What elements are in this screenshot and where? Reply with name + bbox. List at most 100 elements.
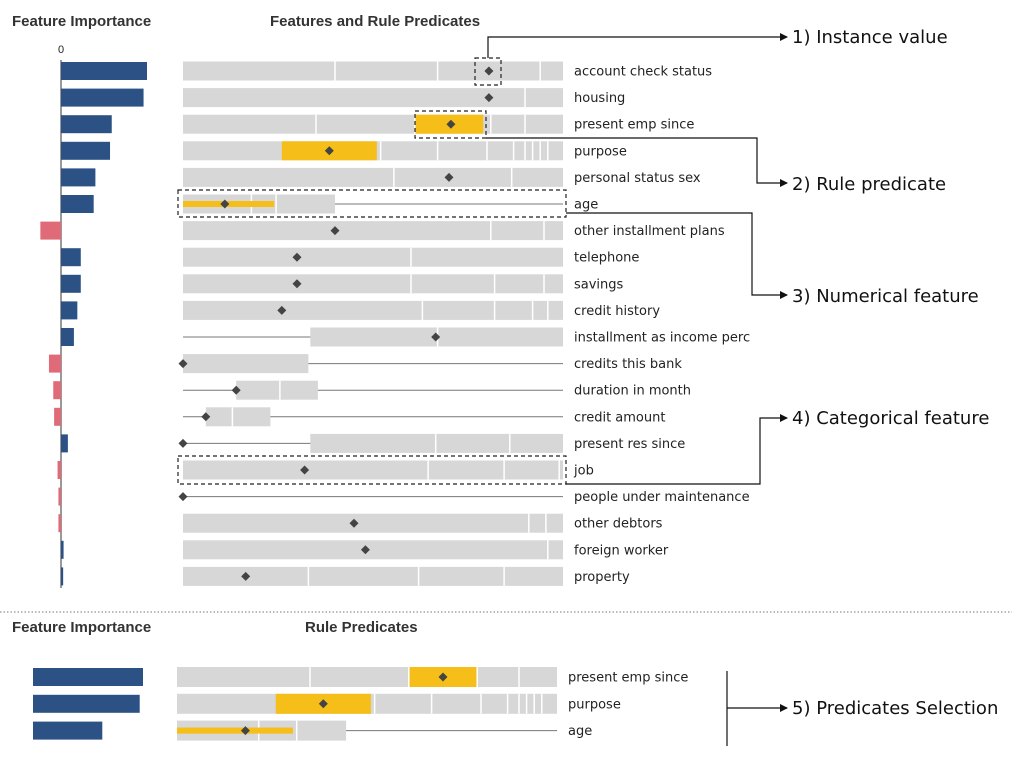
top-importance-header: Feature Importance <box>12 13 151 30</box>
importance-bar <box>61 195 94 213</box>
numerical-feature-label: 3) Numerical feature <box>792 286 979 307</box>
instance-marker <box>431 332 441 342</box>
importance-bar <box>61 328 74 346</box>
feature-row-job: job <box>57 460 594 480</box>
feature-label: property <box>574 570 630 585</box>
importance-bar <box>61 248 81 267</box>
instance-marker <box>277 305 287 315</box>
importance-bar <box>61 141 111 160</box>
importance-bar <box>58 487 61 506</box>
importance-bar <box>61 540 64 559</box>
instance-marker <box>300 465 310 475</box>
importance-bar <box>40 221 61 240</box>
numerical-range-bar <box>205 407 271 427</box>
categorical-feature-arrow <box>566 414 788 485</box>
instance-value-label: 1) Instance value <box>792 27 948 48</box>
importance-bar <box>53 381 61 400</box>
importance-bar <box>54 407 61 426</box>
rule-predicate-label: 2) Rule predicate <box>792 174 946 195</box>
importance-bar <box>61 88 144 107</box>
categorical-bar <box>183 221 563 241</box>
feature-label: foreign worker <box>574 543 669 558</box>
feature-row-present-res-since: present res since <box>61 433 685 453</box>
categorical-bar <box>183 167 563 187</box>
feature-label: present emp since <box>574 118 694 133</box>
importance-bar <box>61 168 96 187</box>
top-feature-rows: account check status housing present emp s… <box>40 61 750 586</box>
instance-marker <box>444 172 454 182</box>
importance-bar <box>61 434 68 453</box>
instance-value-arrow <box>487 33 788 58</box>
importance-bar <box>33 694 140 713</box>
instance-marker <box>178 492 188 502</box>
importance-bar <box>61 567 64 586</box>
instance-marker <box>330 226 340 236</box>
categorical-bar <box>183 460 563 480</box>
importance-bar <box>33 721 103 740</box>
feature-row-savings: savings <box>61 274 624 294</box>
feature-row-telephone: telephone <box>61 247 639 267</box>
instance-value-box <box>474 57 502 86</box>
feature-row-foreign-worker: foreign worker <box>61 540 669 560</box>
categorical-bar <box>183 61 563 81</box>
instance-marker <box>360 545 370 555</box>
bottom-importance-header: Feature Importance <box>12 619 151 636</box>
instance-marker <box>201 412 211 422</box>
numerical-feature-arrow <box>566 212 788 299</box>
feature-label: installment as income perc <box>574 331 750 346</box>
bottom-predicates-header: Rule Predicates <box>305 619 418 636</box>
instance-marker <box>318 699 328 709</box>
instance-marker <box>484 93 494 103</box>
instance-marker <box>178 359 188 369</box>
categorical-bar <box>183 540 563 560</box>
feature-row-age: age <box>61 194 598 214</box>
instance-marker <box>240 726 250 736</box>
numerical-range-bar <box>183 354 309 374</box>
instance-marker <box>484 66 494 76</box>
importance-bar <box>61 62 147 80</box>
importance-bar <box>48 354 61 373</box>
instance-marker <box>241 571 251 581</box>
predicate-highlight <box>177 727 293 734</box>
feature-row-credit-history: credit history <box>61 300 660 320</box>
importance-bar <box>58 514 61 533</box>
instance-marker <box>292 279 302 289</box>
categorical-bar <box>183 513 563 533</box>
instance-marker <box>231 385 241 395</box>
feature-label: personal status sex <box>574 171 701 186</box>
numerical-range-bar <box>310 433 563 453</box>
feature-label: purpose <box>574 144 627 159</box>
feature-row-age: age <box>33 720 592 741</box>
feature-row-credits-this-bank: credits this bank <box>48 354 682 374</box>
feature-row-people-under-maintenance: people under maintenance <box>58 487 750 506</box>
rule-predicate-box <box>414 110 487 139</box>
instance-marker <box>220 199 230 209</box>
feature-label: telephone <box>574 251 639 266</box>
importance-bar <box>61 115 112 134</box>
zero-tick-label: 0 <box>58 44 64 56</box>
numerical-feature-box <box>177 189 567 218</box>
importance-bar <box>33 668 143 686</box>
feature-row-duration-in-month: duration in month <box>53 380 691 400</box>
feature-label: age <box>568 724 592 739</box>
feature-label: credit history <box>574 304 660 319</box>
rule-predicate-arrow <box>486 137 788 187</box>
feature-label: housing <box>574 91 625 106</box>
feature-row-property: property <box>61 566 630 586</box>
categorical-bar <box>183 114 563 134</box>
feature-label: other debtors <box>574 517 663 532</box>
feature-label: present res since <box>574 437 685 452</box>
instance-marker <box>438 672 448 682</box>
instance-marker <box>446 119 456 129</box>
categorical-bar <box>183 300 563 320</box>
predicates-selection-label: 5) Predicates Selection <box>792 698 998 719</box>
feature-row-other-debtors: other debtors <box>58 513 663 533</box>
feature-label: purpose <box>568 697 621 712</box>
instance-marker <box>349 518 359 528</box>
feature-label: other installment plans <box>574 224 725 239</box>
feature-label: job <box>573 464 594 479</box>
feature-row-other-installment-plans: other installment plans <box>40 221 725 241</box>
feature-label: people under maintenance <box>574 490 750 505</box>
instance-marker <box>178 438 188 448</box>
categorical-bar <box>183 274 563 294</box>
